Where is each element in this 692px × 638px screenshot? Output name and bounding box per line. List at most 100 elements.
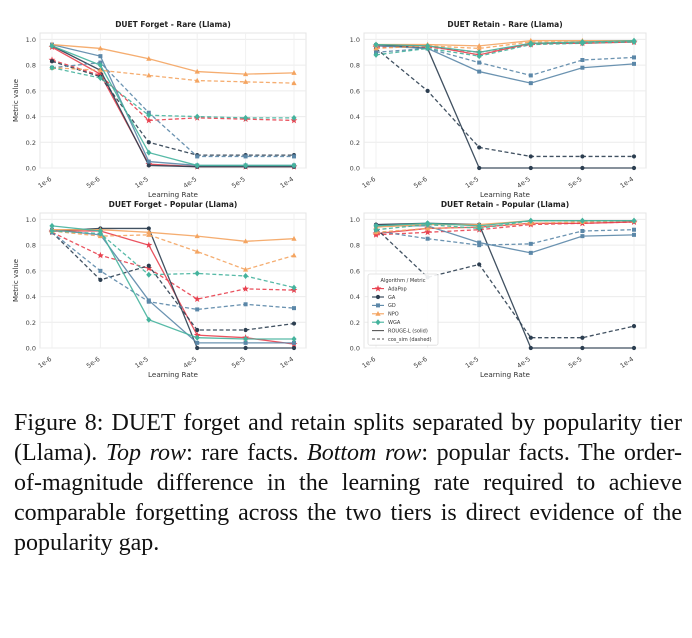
data-point [194, 162, 200, 169]
y-tick-label: 0.8 [350, 242, 360, 250]
series-line [51, 227, 294, 349]
y-tick-label: 1.0 [350, 216, 360, 224]
caption-text-1: DUET forget and retain splits separated … [14, 410, 683, 466]
chart-title: DUET Forget - Rare (Llama) [115, 20, 231, 29]
data-point [580, 234, 585, 239]
data-point [291, 162, 297, 169]
data-point [580, 335, 585, 340]
x-tick-label: 1e-5 [464, 355, 481, 370]
data-point [528, 345, 533, 351]
data-point [528, 241, 533, 246]
data-point [580, 58, 585, 62]
x-tick-label: 1e-4 [279, 355, 296, 370]
chart-panel-4: 0.0 0.2 0.4 0.6 0.8 1.0 1e-6 5e-6 1e-5 4e-5 5e-5 1e… [350, 200, 647, 379]
series-line [51, 67, 295, 84]
series-line [51, 225, 294, 340]
x-tick-label: 5e-6 [412, 355, 429, 370]
data-point [476, 49, 482, 56]
data-point [579, 217, 585, 224]
y-tick-label: 0.6 [350, 87, 360, 95]
plot-area [39, 212, 307, 349]
data-point [632, 55, 636, 60]
chart-panel-2: 0.0 0.2 0.4 0.6 0.8 1.0 1e-6 5e-6 1e-5 4e-5 5e-5 1e… [350, 20, 647, 199]
y-tick-label: 0.8 [26, 62, 36, 70]
data-point [528, 335, 533, 340]
legend-marker [374, 285, 382, 292]
data-point [97, 62, 103, 69]
x-tick-label: 4e-5 [515, 175, 532, 190]
y-tick-label: 0.2 [350, 319, 360, 327]
x-tick-label: 1e-4 [619, 355, 636, 370]
data-point [195, 307, 200, 312]
x-axis-label: Learning Rate [148, 190, 199, 199]
y-tick-label: 0.0 [26, 345, 36, 353]
series-line [51, 230, 295, 289]
series-line [51, 229, 294, 344]
caption-label: Figure 8: [14, 410, 104, 436]
y-tick-label: 0.8 [350, 62, 360, 70]
x-tick-label: 1e-6 [361, 175, 378, 190]
data-point [146, 140, 151, 145]
legend-label: NPO [388, 312, 399, 318]
series-wga-rouge-l [49, 42, 297, 169]
data-point [291, 235, 297, 241]
data-point [425, 225, 431, 231]
data-point [194, 248, 200, 254]
series-line [376, 40, 634, 47]
data-point [243, 79, 249, 84]
data-point [49, 42, 55, 49]
legend-marker [376, 303, 380, 308]
data-point [97, 75, 103, 81]
data-point [579, 40, 585, 47]
data-point [476, 53, 482, 60]
chart-panel-1: 0.0 0.2 0.4 0.6 0.8 1.0 1e-6 5e-6 1e-5 4e-5 5e-5 1e… [12, 20, 307, 199]
x-tick-label: 1e-5 [133, 355, 150, 370]
data-point [146, 263, 151, 268]
plot-area [363, 32, 647, 169]
data-point [193, 295, 201, 303]
x-tick-label: 4e-5 [182, 355, 199, 370]
data-point [291, 70, 297, 75]
series-wga-cos-sim [49, 228, 297, 291]
data-point [243, 273, 249, 279]
data-point [195, 154, 200, 159]
chart-title: DUET Forget - Popular (Llama) [109, 200, 238, 209]
data-point [291, 80, 297, 86]
series-line [375, 220, 635, 233]
legend-label: WGA [388, 320, 401, 326]
chart-title: DUET Retain - Rare (Llama) [447, 20, 562, 29]
data-point [477, 243, 482, 248]
series-line [51, 45, 294, 167]
data-point [631, 154, 637, 159]
data-point [631, 39, 637, 45]
data-point [476, 43, 482, 48]
data-point [146, 112, 152, 119]
data-point [632, 61, 636, 66]
series-wga-cos-sim [373, 39, 637, 60]
plot-area [39, 32, 307, 169]
data-point [243, 162, 249, 169]
legend-label: ROUGE-L (solid) [388, 328, 428, 334]
caption-top-row-label: Top row [105, 440, 187, 466]
data-point [580, 65, 585, 70]
data-point [476, 45, 482, 51]
y-tick-label: 0.2 [26, 319, 36, 327]
data-point [632, 232, 636, 237]
data-point [425, 45, 431, 52]
legend: Algorithm / Metric AdaPop GA GD NPO WGA ROUGE-… [367, 273, 439, 346]
data-point [528, 81, 533, 86]
data-point [96, 251, 104, 259]
data-point [373, 222, 379, 229]
data-point [372, 231, 380, 238]
chart-panel-3: 0.0 0.2 0.4 0.6 0.8 1.0 1e-6 5e-6 1e-5 4e-5 5e-5 1e… [12, 200, 307, 379]
series-line [51, 60, 294, 156]
legend-label: GD [388, 303, 396, 309]
data-point [243, 154, 248, 159]
x-tick-label: 5e-6 [85, 175, 102, 190]
series-line [51, 45, 294, 168]
y-tick-label: 0.6 [26, 87, 36, 95]
y-axis-label: Metric value [12, 259, 20, 302]
data-point [373, 41, 379, 48]
data-point [146, 55, 152, 61]
data-point [292, 306, 296, 311]
